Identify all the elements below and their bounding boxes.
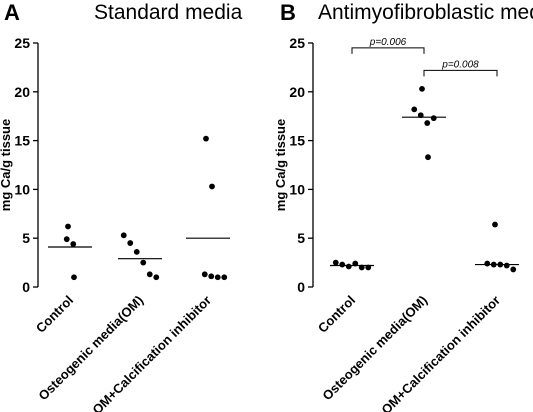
y-tick-label: 25 (14, 35, 30, 51)
data-point (332, 259, 339, 266)
y-tick-label: 0 (22, 279, 30, 295)
data-point (345, 263, 352, 270)
data-point (146, 271, 153, 278)
data-point (70, 241, 77, 247)
panel-b: B Antimyofibroblastic media 0 5 10 15 20 25 mg C… (273, 0, 533, 412)
data-point (209, 183, 215, 190)
data-point (201, 271, 208, 278)
panel-letter: B (280, 0, 296, 25)
y-tick-label: 10 (14, 181, 30, 197)
x-tick-label: Control (315, 293, 358, 336)
data-point (214, 274, 221, 281)
y-tick-label: 20 (14, 84, 30, 100)
data-point (411, 106, 418, 113)
y-tick-label: 5 (297, 230, 305, 246)
data-point (503, 262, 510, 269)
significance-bracket (351, 47, 425, 54)
x-tick-label: Control (33, 293, 76, 336)
data-point (153, 274, 160, 281)
x-tick-label: OM+Calcification inhibitor (89, 293, 214, 412)
data-point (133, 248, 140, 255)
y-tick-label: 25 (289, 35, 305, 51)
data-point (339, 261, 346, 268)
data-point (127, 240, 134, 246)
y-axis-label: mg Ca/g tissue (273, 119, 288, 211)
data-point (484, 260, 491, 267)
data-point (492, 221, 498, 228)
chart-title: Standard media (94, 1, 243, 24)
panel-a: A Standard media 0 5 10 15 20 25 mg Ca/g tissue C… (0, 0, 243, 412)
data-point (140, 259, 147, 266)
data-point (430, 115, 437, 122)
p-value-label: p=0.008 (441, 59, 479, 70)
y-tick-label: 15 (14, 133, 30, 149)
data-point (424, 120, 431, 126)
y-tick-label: 5 (22, 230, 30, 246)
data-point (63, 236, 70, 243)
y-tick-label: 20 (289, 84, 305, 100)
data-point (120, 232, 127, 239)
data-point (419, 85, 425, 92)
data-point (71, 274, 77, 281)
data-point (203, 135, 209, 142)
data-point (65, 223, 71, 230)
data-point (510, 266, 517, 273)
y-tick-label: 10 (289, 181, 305, 197)
y-axis-label: mg Ca/g tissue (0, 119, 13, 211)
x-tick-label: OM+Calcification inhibitor (378, 293, 503, 412)
data-point (208, 273, 215, 280)
panel-letter: A (4, 0, 20, 25)
y-tick-label: 15 (289, 133, 305, 149)
significance-bracket (423, 69, 498, 77)
data-point (425, 154, 431, 161)
chart-title: Antimyofibroblastic media (318, 1, 533, 24)
data-point (221, 274, 228, 281)
y-tick-label: 0 (297, 279, 305, 295)
p-value-label: p=0.006 (369, 37, 407, 48)
